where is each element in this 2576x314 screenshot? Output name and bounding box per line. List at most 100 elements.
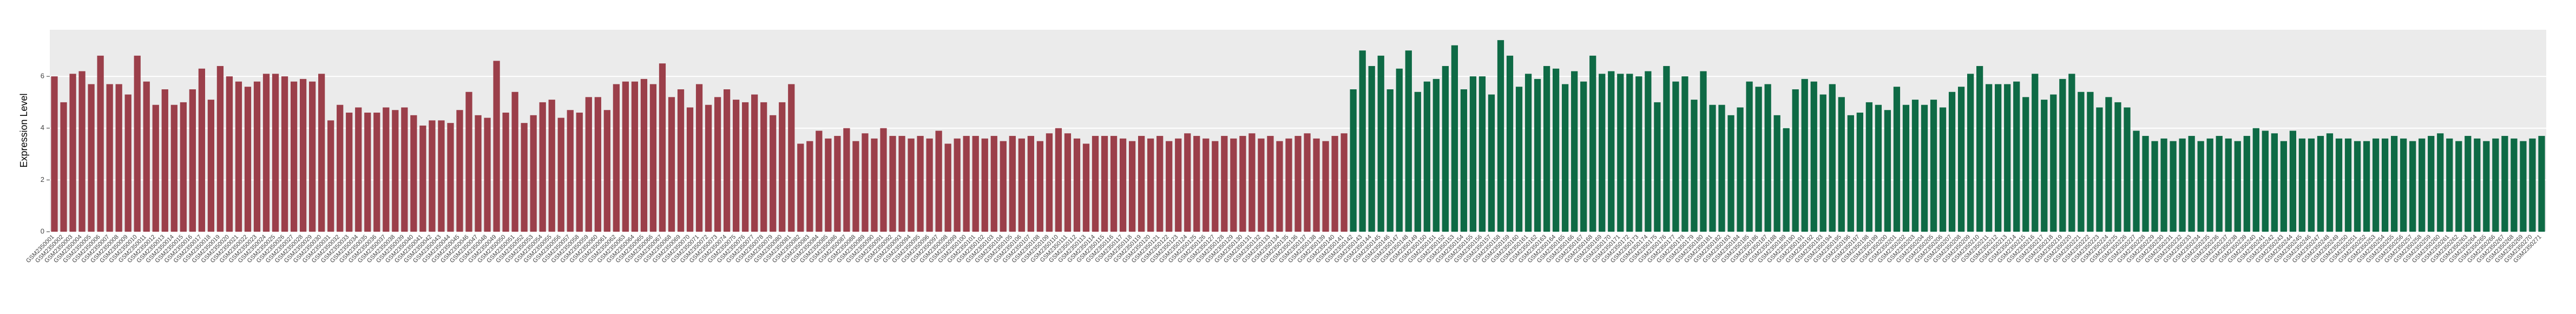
bar bbox=[1727, 115, 1734, 232]
bar bbox=[2511, 138, 2518, 232]
bar bbox=[1801, 78, 1808, 232]
bar bbox=[1654, 102, 1661, 232]
bar bbox=[1911, 100, 1919, 232]
bar bbox=[2317, 136, 2324, 232]
bar bbox=[788, 84, 795, 232]
bar bbox=[1386, 89, 1394, 232]
bar bbox=[1608, 71, 1615, 232]
bar bbox=[1027, 136, 1034, 232]
bar bbox=[2041, 100, 2048, 232]
bar bbox=[1285, 138, 1292, 232]
bar bbox=[2298, 138, 2306, 232]
bar bbox=[898, 136, 905, 232]
bar bbox=[908, 138, 915, 232]
bar bbox=[1773, 115, 1780, 232]
bar bbox=[2363, 141, 2370, 232]
bar bbox=[1524, 74, 1532, 232]
bar bbox=[2124, 107, 2131, 232]
bar bbox=[253, 81, 261, 232]
bar bbox=[78, 71, 86, 232]
bar bbox=[88, 84, 95, 232]
bar bbox=[1082, 143, 1090, 232]
bar bbox=[1460, 89, 1468, 232]
bar bbox=[1967, 74, 1974, 232]
bar bbox=[1755, 87, 1762, 232]
bar bbox=[649, 84, 657, 232]
bar bbox=[1948, 91, 1956, 232]
bar bbox=[318, 74, 325, 232]
bar bbox=[2004, 84, 2011, 232]
bar bbox=[419, 125, 426, 232]
bar bbox=[1838, 97, 1845, 232]
bar bbox=[1497, 40, 1504, 232]
bar bbox=[1377, 55, 1384, 232]
bar bbox=[1414, 91, 1421, 232]
bar bbox=[1212, 141, 1219, 232]
bar bbox=[511, 91, 518, 232]
bar bbox=[1101, 136, 1108, 232]
bar bbox=[659, 63, 666, 232]
bar bbox=[1009, 136, 1016, 232]
bar bbox=[751, 94, 758, 232]
bar bbox=[797, 143, 804, 232]
bar bbox=[1856, 113, 1863, 232]
bar bbox=[235, 81, 242, 232]
bar bbox=[585, 97, 592, 232]
bar bbox=[2078, 91, 2085, 232]
bar bbox=[1276, 141, 1283, 232]
bar bbox=[383, 107, 390, 232]
bar bbox=[1055, 128, 1062, 232]
bar bbox=[1405, 50, 1412, 232]
bar bbox=[2280, 141, 2287, 232]
bar bbox=[438, 120, 445, 232]
bar bbox=[2234, 141, 2241, 232]
bar bbox=[2381, 138, 2389, 232]
bar bbox=[1921, 104, 1928, 232]
bar bbox=[816, 130, 823, 232]
bar bbox=[1645, 71, 1652, 232]
bar bbox=[1515, 87, 1523, 232]
bar bbox=[281, 76, 288, 232]
bar bbox=[2465, 136, 2472, 232]
bar bbox=[355, 107, 362, 232]
bar bbox=[1073, 138, 1081, 232]
bar bbox=[1617, 74, 1624, 232]
bar bbox=[493, 61, 500, 232]
bar bbox=[115, 84, 122, 232]
bar bbox=[1046, 133, 1053, 232]
bar bbox=[447, 123, 454, 232]
bar bbox=[521, 123, 528, 232]
bar bbox=[1783, 128, 1790, 232]
bar bbox=[2308, 138, 2315, 232]
bar bbox=[1737, 107, 1744, 232]
bar bbox=[2022, 97, 2029, 232]
bar bbox=[2032, 74, 2039, 232]
bar bbox=[216, 66, 224, 232]
bar bbox=[1709, 104, 1716, 232]
bar bbox=[1552, 68, 1560, 232]
bar bbox=[346, 113, 353, 232]
bar bbox=[1847, 115, 1854, 232]
bar bbox=[2538, 136, 2545, 232]
bar bbox=[2354, 141, 2361, 232]
bar bbox=[1175, 138, 1182, 232]
bar bbox=[1957, 87, 1965, 232]
bar bbox=[1700, 71, 1707, 232]
bar bbox=[714, 97, 721, 232]
bar bbox=[770, 115, 777, 232]
bar bbox=[1681, 76, 1688, 232]
bar bbox=[429, 120, 436, 232]
bar bbox=[1239, 136, 1246, 232]
bar bbox=[152, 104, 159, 232]
bar bbox=[327, 120, 334, 232]
bar bbox=[917, 136, 924, 232]
bar bbox=[290, 81, 298, 232]
y-axis-label: Expression Level bbox=[18, 93, 29, 167]
bar bbox=[1810, 81, 1817, 232]
bar bbox=[337, 104, 344, 232]
bar bbox=[825, 138, 832, 232]
bar bbox=[889, 136, 896, 232]
bar bbox=[392, 110, 399, 232]
bar bbox=[2133, 130, 2140, 232]
bar bbox=[1865, 102, 1873, 232]
